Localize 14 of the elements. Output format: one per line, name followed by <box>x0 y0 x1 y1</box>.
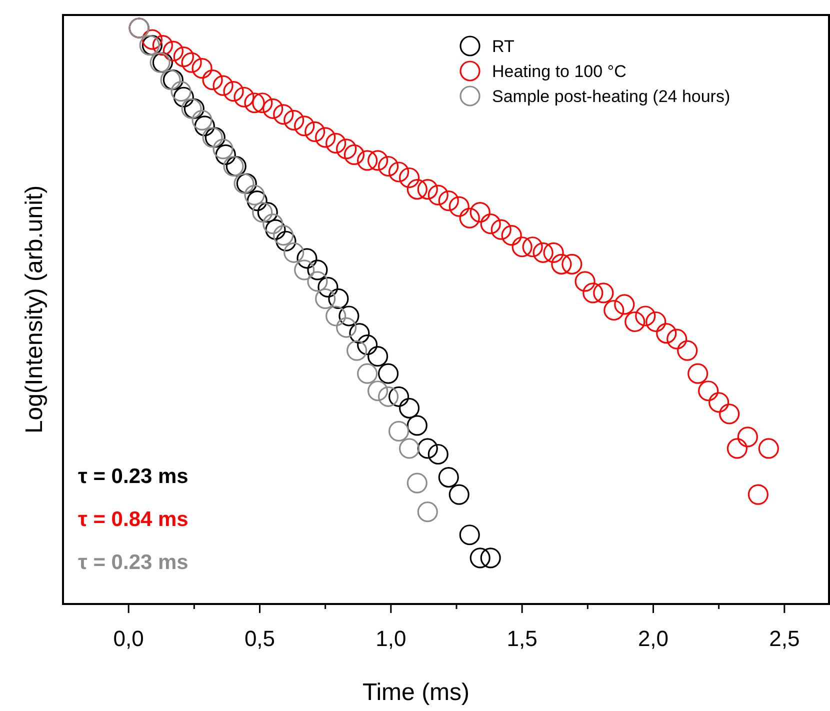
x-tick-label: 2,0 <box>638 626 669 651</box>
x-tick-label: 1,0 <box>376 626 406 651</box>
x-tick-label: 2,5 <box>769 626 800 651</box>
x-tick-label: 0,5 <box>244 626 276 651</box>
annotation: τ = 0.84 ms <box>78 508 188 531</box>
legend-label: Heating to 100 °C <box>492 62 626 81</box>
y-axis-title: Log(Intensity) (arb.unit) <box>21 185 48 434</box>
annotation: τ = 0.23 ms <box>78 465 188 488</box>
x-axis-title: Time (ms) <box>362 679 470 706</box>
annotation: τ = 0.23 ms <box>78 551 188 574</box>
legend-label: RT <box>492 37 514 56</box>
x-tick-label: 1,5 <box>506 626 538 651</box>
legend-label: Sample post-heating (24 hours) <box>492 87 730 106</box>
x-tick-label: 0,0 <box>113 626 144 651</box>
